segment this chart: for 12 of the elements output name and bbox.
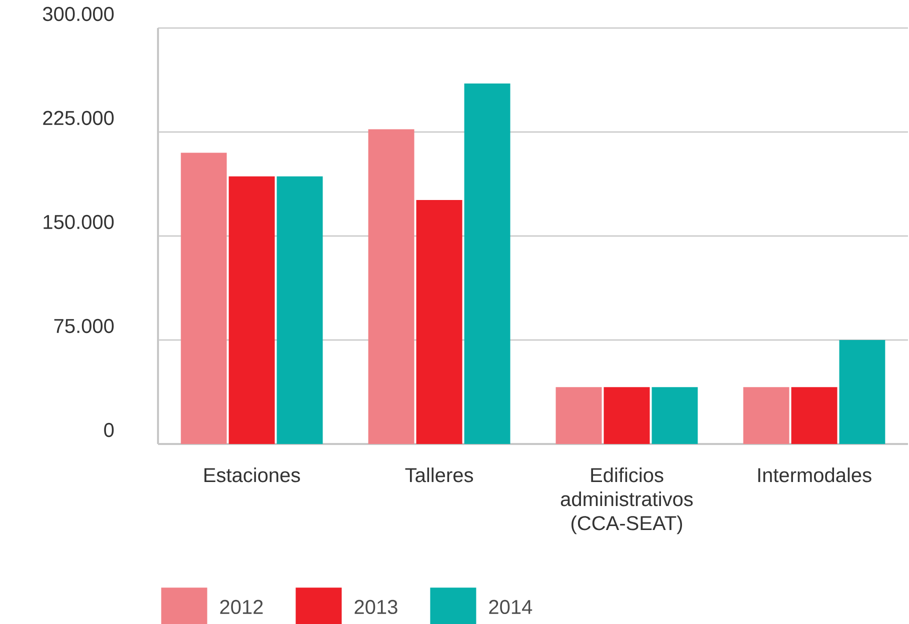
y-tick-label: 225.000	[43, 110, 114, 126]
x-tick-label: Edificios administrativos (CCA-SEAT)	[560, 468, 693, 534]
y-tick-label: 300.000	[42, 6, 114, 22]
legend-label: 2012	[220, 600, 263, 614]
legend-label: 2013	[354, 600, 398, 614]
y-tick-label: 75.000	[54, 318, 114, 334]
x-tick-label: Talleres	[405, 468, 473, 482]
x-tick-label: Intermodales	[758, 468, 872, 482]
legend-label: 2014	[489, 600, 532, 614]
y-tick-label: 0	[104, 422, 114, 438]
x-tick-label: Estaciones	[204, 468, 300, 482]
y-tick-label: 150.000	[44, 214, 114, 230]
